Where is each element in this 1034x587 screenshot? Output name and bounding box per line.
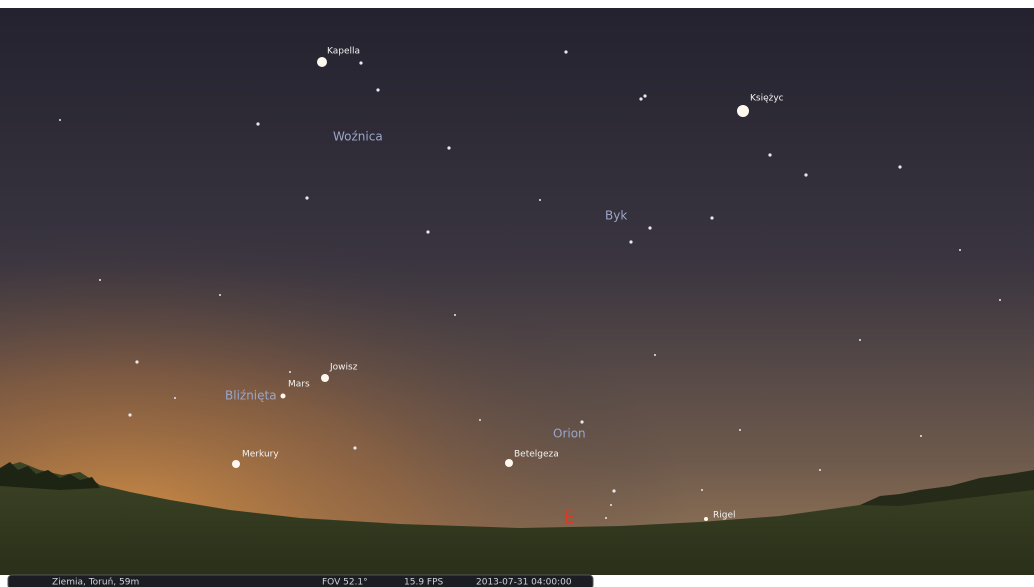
object-label: Mars xyxy=(288,380,310,390)
star xyxy=(739,429,741,431)
object-label: Merkury xyxy=(242,450,279,460)
star xyxy=(920,435,922,437)
star xyxy=(135,360,138,363)
star xyxy=(643,94,646,97)
star xyxy=(612,489,615,492)
star xyxy=(564,50,567,53)
star xyxy=(539,199,541,201)
celestial-object xyxy=(505,459,513,467)
constellation-label: Woźnica xyxy=(333,130,383,144)
star xyxy=(648,226,651,229)
star xyxy=(256,122,259,125)
object-label: Jowisz xyxy=(329,363,358,373)
star xyxy=(376,88,379,91)
star xyxy=(454,314,456,316)
constellation-label: Orion xyxy=(553,427,586,441)
star xyxy=(359,61,362,64)
object-label: Księżyc xyxy=(750,94,784,104)
star xyxy=(59,119,61,121)
datetime: 2013-07-31 04:00:00 xyxy=(476,578,572,587)
star xyxy=(654,354,656,356)
fps: 15.9 FPS xyxy=(404,578,444,587)
star xyxy=(959,249,961,251)
star xyxy=(219,294,221,296)
celestial-object xyxy=(232,460,240,468)
celestial-object xyxy=(321,374,329,382)
star xyxy=(99,279,101,281)
object-label: Betelgeza xyxy=(514,450,559,460)
constellation-label: Byk xyxy=(605,209,627,223)
star xyxy=(289,371,291,373)
object-label: Kapella xyxy=(327,47,360,57)
celestial-object xyxy=(317,57,327,67)
star xyxy=(605,517,607,519)
star xyxy=(898,165,901,168)
horizon-glow xyxy=(0,8,1034,575)
celestial-object xyxy=(737,105,749,117)
star xyxy=(629,240,632,243)
star xyxy=(447,146,450,149)
fov: FOV 52.1° xyxy=(322,578,368,587)
star xyxy=(174,397,176,399)
star xyxy=(479,419,481,421)
cardinal-point: E xyxy=(564,508,575,528)
celestial-object xyxy=(281,394,286,399)
object-label: Rigel xyxy=(713,511,736,521)
star xyxy=(710,216,713,219)
star xyxy=(859,339,861,341)
celestial-object xyxy=(704,517,708,521)
star xyxy=(580,420,583,423)
star xyxy=(999,299,1001,301)
page: Kapella Księżyc Jowisz Mars Merkury Betelgeza… xyxy=(0,0,1034,587)
star xyxy=(701,489,703,491)
star xyxy=(768,153,771,156)
constellation-label: Bliźnięta xyxy=(225,389,277,403)
stellarium-view: Kapella Księżyc Jowisz Mars Merkury Betelgeza… xyxy=(0,0,1034,587)
star xyxy=(128,413,131,416)
star xyxy=(305,196,308,199)
location: Ziemia, Toruń, 59m xyxy=(52,578,139,587)
star xyxy=(353,446,356,449)
star xyxy=(610,504,612,506)
star xyxy=(804,173,807,176)
star xyxy=(639,97,642,100)
star xyxy=(426,230,429,233)
star xyxy=(819,469,821,471)
